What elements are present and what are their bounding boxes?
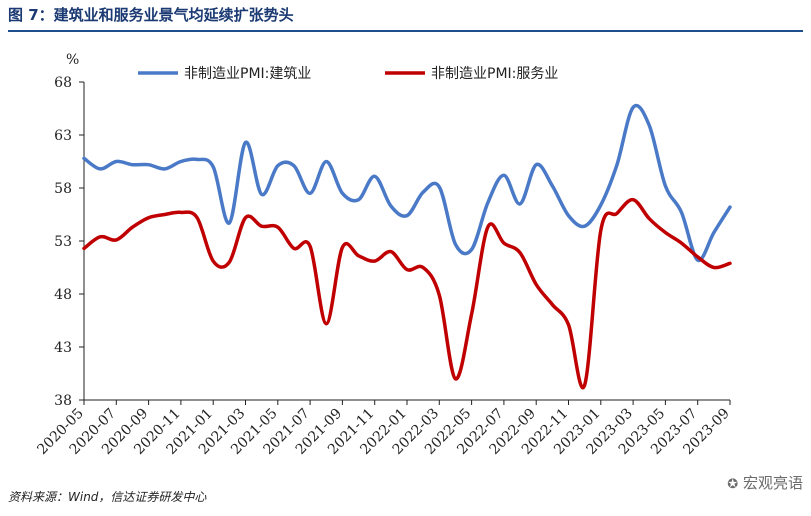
y-tick-label: 38 (54, 393, 72, 409)
y-axis-unit: % (66, 52, 79, 68)
chart-legend: 非制造业PMI:建筑业 非制造业PMI:服务业 (138, 66, 558, 82)
pmi-line-chart: 38434853586368%2020-052020-072020-092020… (34, 52, 732, 458)
y-tick-label: 58 (54, 181, 72, 197)
y-tick-label: 68 (54, 75, 72, 91)
wechat-icon: ✪ (727, 477, 739, 492)
source-note: 资料来源：Wind，信达证券研发中心 (8, 490, 207, 504)
legend-label-construction: 非制造业PMI:建筑业 (184, 66, 311, 82)
watermark: ✪ 宏观亮语 (727, 472, 803, 493)
chart-series-layer (82, 103, 732, 390)
series-line-services (82, 197, 732, 390)
y-tick-label: 48 (54, 287, 72, 303)
y-tick-label: 63 (54, 128, 72, 144)
series-line-construction (82, 103, 732, 262)
y-tick-label: 53 (54, 234, 72, 250)
watermark-text: 宏观亮语 (742, 474, 803, 492)
figure-title: 图 7：建筑业和服务业景气均延续扩张势头 (8, 6, 294, 24)
legend-label-services: 非制造业PMI:服务业 (431, 66, 558, 82)
title-rule (8, 30, 803, 32)
y-tick-label: 43 (54, 340, 72, 356)
